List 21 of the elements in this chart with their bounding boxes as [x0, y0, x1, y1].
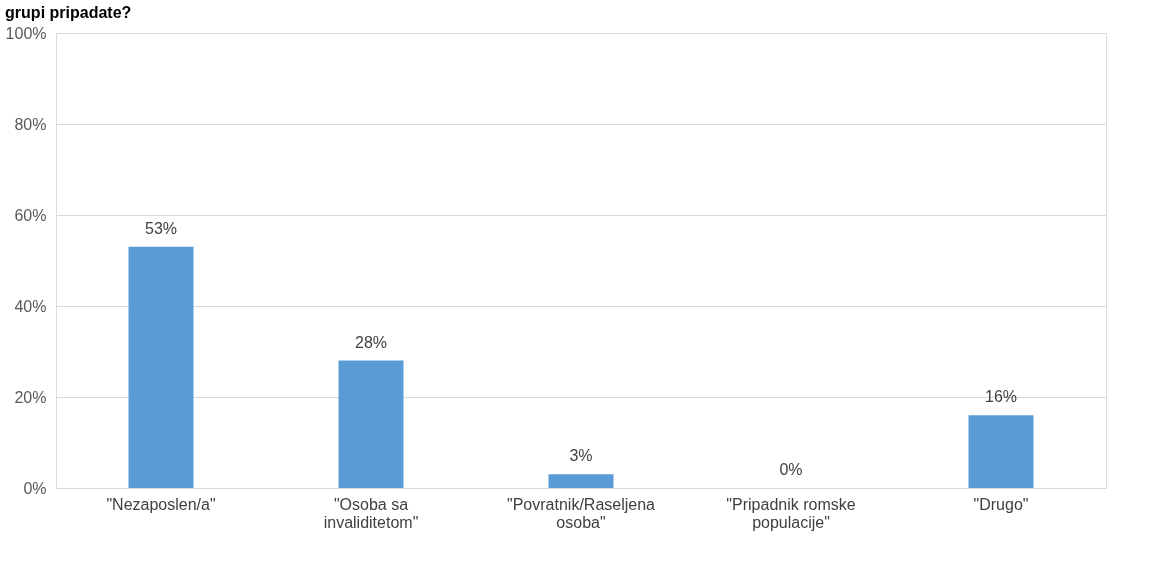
y-tick-label: 60%: [14, 206, 47, 224]
bar: [128, 246, 194, 488]
bar: [338, 360, 404, 488]
data-label: 53%: [144, 219, 178, 237]
data-label: 28%: [354, 333, 388, 351]
x-tick-label: "Drugo": [973, 495, 1029, 513]
data-label: 16%: [984, 388, 1018, 406]
x-tick-label: "Pripadnik romske populacije": [726, 495, 856, 531]
bar: [548, 474, 614, 488]
x-tick-label: "Osoba sa invaliditetom": [323, 495, 419, 531]
data-label: 3%: [569, 447, 593, 465]
y-tick-label: 40%: [14, 297, 47, 315]
y-tick-label: 100%: [5, 24, 47, 42]
chart-title: grupi pripadate?: [5, 4, 132, 21]
bar: [968, 415, 1034, 488]
data-label: 0%: [779, 461, 803, 478]
y-tick-label: 0%: [23, 479, 47, 497]
y-tick-label: 20%: [14, 388, 47, 406]
y-tick-label: 80%: [14, 115, 47, 133]
x-tick-label: "Nezaposlen/a": [106, 495, 216, 513]
x-tick-label: "Povratnik/Raseljena osoba": [507, 495, 656, 531]
